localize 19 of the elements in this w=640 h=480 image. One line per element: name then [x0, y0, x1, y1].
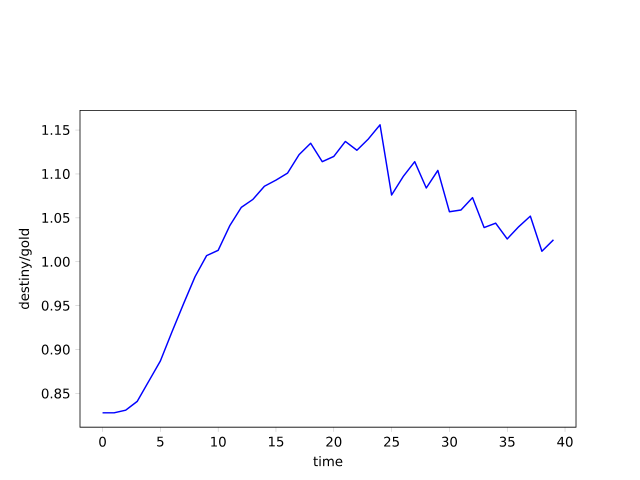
x-axis-title: time [313, 456, 342, 466]
x-tick-label: 30 [442, 436, 457, 447]
y-tick-label: 0.95 [42, 300, 70, 311]
x-tick-label: 5 [157, 436, 164, 447]
x-tick-label: 10 [211, 436, 226, 447]
y-axis-title: destiny/gold [18, 229, 32, 309]
y-tick-label: 0.90 [42, 344, 70, 355]
y-tick-label: 1.10 [42, 168, 70, 179]
x-tick-label: 15 [268, 436, 284, 447]
y-tick-label: 1.05 [42, 212, 70, 223]
x-tick-label: 20 [326, 436, 342, 447]
y-tick-label: 0.85 [42, 388, 70, 399]
x-tick-label: 25 [384, 436, 399, 447]
y-tick-label: 1.00 [42, 256, 70, 267]
x-tick-label: 0 [99, 436, 106, 447]
x-tick-label: 35 [500, 436, 515, 447]
line-series [102, 124, 554, 414]
x-tick-label: 40 [557, 436, 573, 447]
y-tick-label: 1.15 [42, 125, 70, 135]
